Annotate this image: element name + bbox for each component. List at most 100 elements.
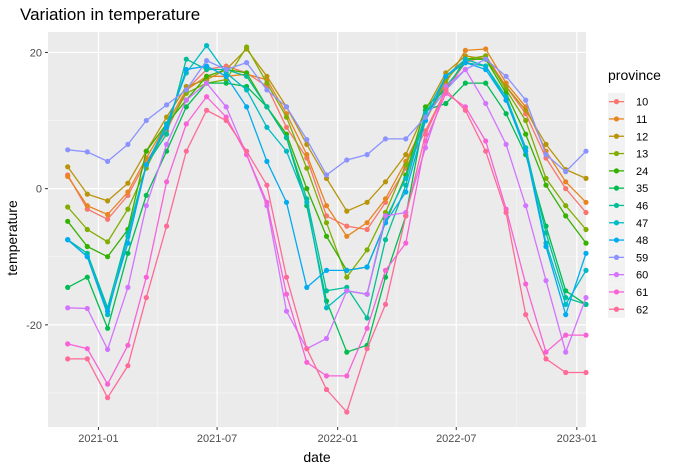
data-point <box>125 363 131 369</box>
data-point <box>105 325 111 331</box>
data-point <box>304 199 310 205</box>
legend-item: 48 <box>608 231 648 249</box>
data-point <box>125 141 131 147</box>
data-point <box>563 369 569 376</box>
series-61 <box>65 90 589 387</box>
data-point <box>283 274 290 280</box>
data-point <box>583 301 589 307</box>
data-point <box>462 60 468 66</box>
data-point <box>84 356 90 362</box>
data-point <box>223 104 229 110</box>
data-point <box>84 243 90 250</box>
data-point <box>264 158 270 164</box>
data-point <box>443 100 449 107</box>
data-point <box>125 189 131 195</box>
data-point <box>84 254 90 260</box>
data-point <box>382 213 389 219</box>
data-point <box>483 66 489 73</box>
data-point <box>583 209 589 216</box>
data-point <box>84 305 90 312</box>
legend-label: 60 <box>636 270 648 282</box>
legend-item: 61 <box>608 283 648 301</box>
series-62 <box>65 87 589 415</box>
legend-item: 60 <box>608 266 648 284</box>
data-point <box>204 94 210 100</box>
data-point <box>563 213 569 219</box>
legend-key-point <box>613 150 620 157</box>
data-point <box>84 346 90 352</box>
data-point <box>304 165 310 171</box>
data-point <box>583 267 589 273</box>
legend-key-point <box>613 220 620 226</box>
data-point <box>462 107 468 113</box>
y-axis-title: temperature <box>4 200 20 276</box>
data-point <box>364 346 370 352</box>
legend-item: 35 <box>608 179 648 197</box>
legend-item: 13 <box>608 144 648 163</box>
data-point <box>105 211 111 218</box>
data-point <box>183 66 189 73</box>
data-point <box>563 332 569 338</box>
data-point <box>84 226 90 233</box>
data-point <box>264 87 270 93</box>
data-point <box>583 199 589 205</box>
data-point <box>105 308 111 314</box>
data-point <box>323 288 330 294</box>
legend-label: 62 <box>636 304 648 316</box>
legend-item: 47 <box>608 214 648 232</box>
data-point <box>543 356 549 362</box>
data-point <box>443 73 449 79</box>
legend-key-point <box>613 306 620 312</box>
data-point <box>264 199 270 205</box>
data-point <box>583 240 589 246</box>
data-point <box>462 66 468 73</box>
data-point <box>143 117 149 124</box>
data-point <box>403 152 409 158</box>
plot-background <box>48 32 586 427</box>
legend-item: 10 <box>608 93 648 111</box>
x-tick-label: 2022-01 <box>317 433 357 445</box>
data-point <box>264 104 270 110</box>
data-point <box>164 179 170 185</box>
data-point <box>283 124 290 130</box>
data-point <box>183 121 189 127</box>
data-point <box>204 80 210 86</box>
data-point <box>344 233 350 239</box>
data-point <box>105 216 111 222</box>
data-point <box>65 237 71 243</box>
data-point <box>382 267 389 273</box>
data-point <box>304 152 310 158</box>
data-point <box>563 312 569 318</box>
data-point <box>84 191 90 197</box>
data-point <box>143 203 149 209</box>
data-point <box>443 87 449 93</box>
data-point <box>304 359 310 365</box>
data-point <box>323 373 330 379</box>
data-point <box>344 349 350 355</box>
data-point <box>125 206 131 212</box>
data-point <box>503 141 509 147</box>
data-point <box>283 148 290 154</box>
data-point <box>164 102 170 108</box>
legend-label: 12 <box>636 131 648 143</box>
legend-label: 48 <box>636 235 648 247</box>
data-point <box>382 237 389 243</box>
data-point <box>503 209 509 216</box>
data-point <box>183 87 189 93</box>
legend-key-point <box>613 99 620 105</box>
data-point <box>364 325 370 331</box>
legend-label: 61 <box>636 287 648 299</box>
data-point <box>382 196 389 202</box>
data-point <box>523 281 529 287</box>
data-point <box>264 73 270 79</box>
data-point <box>323 335 330 342</box>
data-point <box>364 199 370 205</box>
legend-key-point <box>613 116 620 122</box>
chart-title: Variation in temperature <box>20 5 200 24</box>
data-point <box>65 147 71 153</box>
data-point <box>283 199 290 205</box>
series-60 <box>65 66 589 355</box>
data-point <box>65 204 71 210</box>
